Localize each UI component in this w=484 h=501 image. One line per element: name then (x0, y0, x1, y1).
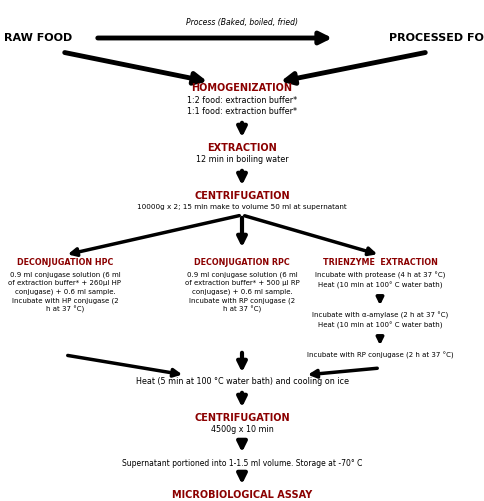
Text: TRIENZYME  EXTRACTION: TRIENZYME EXTRACTION (322, 258, 438, 267)
Text: 12 min in boiling water: 12 min in boiling water (196, 154, 288, 163)
Text: CENTRIFUGATION: CENTRIFUGATION (194, 413, 290, 423)
Text: PROCESSED FOOD: PROCESSED FOOD (389, 33, 484, 43)
Text: Process (Baked, boiled, fried): Process (Baked, boiled, fried) (186, 18, 298, 27)
Text: Heat (10 min at 100° C water bath): Heat (10 min at 100° C water bath) (318, 322, 442, 329)
Text: Heat (5 min at 100 °C water bath) and cooling on ice: Heat (5 min at 100 °C water bath) and co… (136, 377, 348, 386)
Text: Incubate with protease (4 h at 37 °C): Incubate with protease (4 h at 37 °C) (315, 272, 445, 279)
Text: MICROBIOLOGICAL ASSAY: MICROBIOLOGICAL ASSAY (172, 490, 312, 500)
Text: 0.9 ml conjugase solution (6 ml
of extraction buffer* + 260μl HP
conjugase) + 0.: 0.9 ml conjugase solution (6 ml of extra… (9, 272, 121, 313)
Text: HOMOGENIZATION: HOMOGENIZATION (192, 83, 292, 93)
Text: 1:1 food: extraction buffer*: 1:1 food: extraction buffer* (187, 107, 297, 116)
Text: 4500g x 10 min: 4500g x 10 min (211, 425, 273, 434)
Text: 10000g x 2; 15 min make to volume 50 ml at supernatant: 10000g x 2; 15 min make to volume 50 ml … (137, 204, 347, 210)
Text: EXTRACTION: EXTRACTION (207, 143, 277, 153)
Text: CENTRIFUGATION: CENTRIFUGATION (194, 191, 290, 201)
Text: Incubate with α-amylase (2 h at 37 °C): Incubate with α-amylase (2 h at 37 °C) (312, 312, 448, 319)
Text: Incubate with RP conjugase (2 h at 37 °C): Incubate with RP conjugase (2 h at 37 °C… (307, 352, 454, 359)
Text: 1:2 food: extraction buffer*: 1:2 food: extraction buffer* (187, 96, 297, 105)
Text: 0.9 ml conjugase solution (6 ml
of extraction buffer* + 500 μl RP
conjugase) + 0: 0.9 ml conjugase solution (6 ml of extra… (184, 272, 300, 313)
Text: Supernatant portioned into 1-1.5 ml volume. Storage at -70° C: Supernatant portioned into 1-1.5 ml volu… (122, 458, 362, 467)
Text: DECONJUGATION RPC: DECONJUGATION RPC (194, 258, 290, 267)
Text: DECONJUGATION HPC: DECONJUGATION HPC (17, 258, 113, 267)
Text: Heat (10 min at 100° C water bath): Heat (10 min at 100° C water bath) (318, 282, 442, 289)
Text: RAW FOOD: RAW FOOD (4, 33, 72, 43)
